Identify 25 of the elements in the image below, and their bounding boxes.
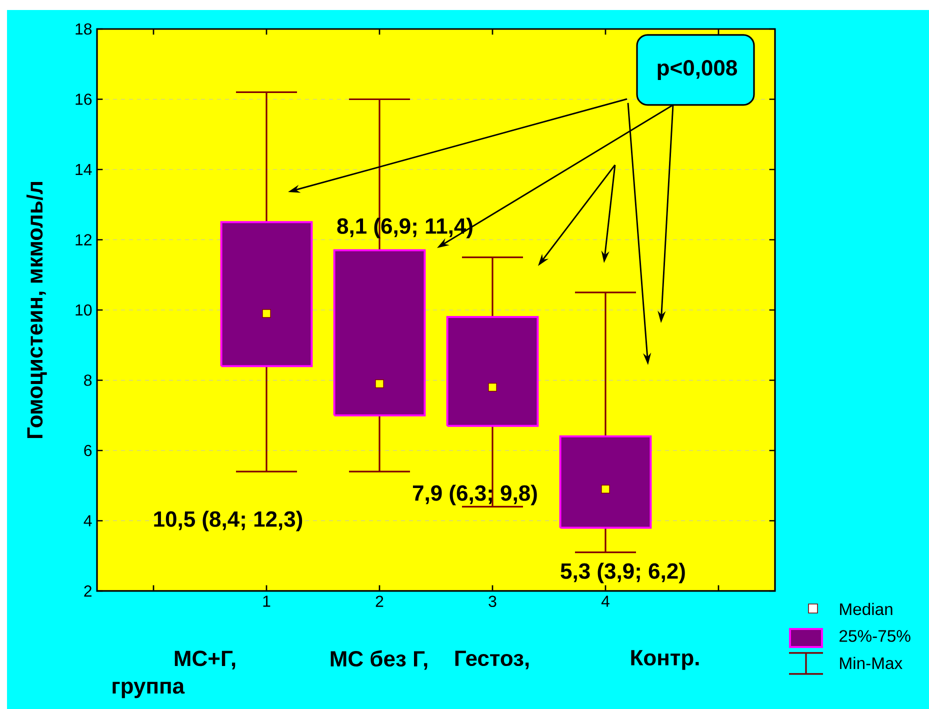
y-tick-label: 10	[76, 304, 92, 316]
text: Гестоз,	[455, 650, 529, 670]
text: МС+Г,	[174, 650, 236, 670]
text: 25%-75%	[840, 630, 910, 642]
y-tick-label: 18	[76, 23, 92, 35]
y-tick-label: 16	[76, 94, 92, 105]
annotation: p<0,008	[658, 60, 737, 80]
y-tick-label: 14	[76, 164, 92, 175]
annotation: 5,3 (3,9; 6,2)	[560, 562, 685, 584]
y-tick-label: 6	[84, 444, 92, 456]
x-tick-label: 2	[376, 596, 384, 607]
x-axis-title: группа	[112, 682, 185, 698]
y-tick-label: 8	[84, 374, 92, 386]
x-tick-label: 1	[263, 596, 270, 607]
x-tick-label: 4	[601, 596, 610, 607]
y-axis-title: Гомоцистеин, мкмоль/л	[26, 182, 47, 438]
annotation: 10,5 (8,4; 12,3)	[154, 510, 302, 532]
x-tick-label: 3	[488, 596, 496, 608]
text: МС без Г,	[330, 650, 428, 670]
text: Median	[840, 602, 892, 616]
text: Контр.	[631, 650, 699, 670]
text: Min-Max	[840, 656, 902, 670]
y-tick-label: 2	[84, 585, 92, 597]
y-tick-label: 12	[76, 234, 92, 246]
y-tick-label: 4	[84, 515, 92, 526]
